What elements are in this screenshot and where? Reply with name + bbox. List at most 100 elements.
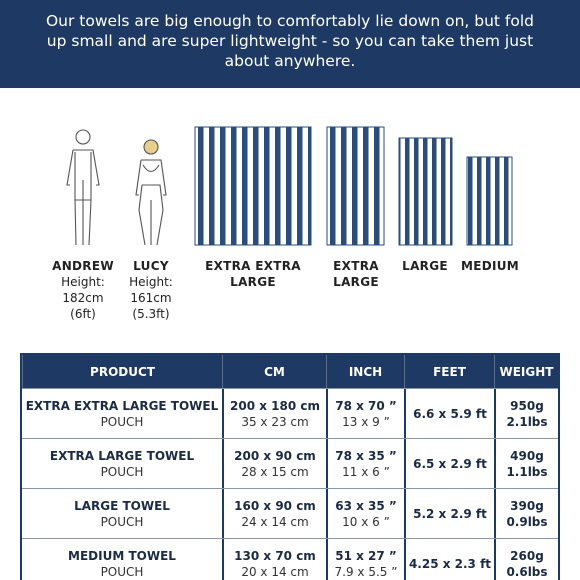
header-cell: WEIGHT [494,355,558,388]
towel-line: LARGE [203,274,303,290]
person-label: LUCY Height: 161cm (5.3ft) [111,258,191,322]
cell-main: 51 x 27 ” [335,548,397,563]
cell-main: MEDIUM TOWEL [68,548,176,563]
table-cell: MEDIUM TOWEL POUCH [22,539,222,580]
towel-label: EXTRA EXTRA LARGE [203,258,303,290]
person-detail: (5.3ft) [132,307,170,321]
header-cell: PRODUCT [22,355,222,388]
cell-sub: 28 x 15 cm [241,464,309,479]
person-detail: 161cm [130,291,172,305]
towel-name: EXTRA [333,259,379,273]
towel-large [398,137,453,246]
towel-name: LARGE [402,259,448,273]
towel-label: EXTRA LARGE [306,258,406,290]
table-row: EXTRA LARGE TOWEL POUCH 200 x 90 cm 28 x 15… [22,438,558,488]
header-cell: INCH [326,355,404,388]
intro-banner: Our towels are big enough to comfortably… [0,0,580,88]
table-cell: 5.2 x 2.9 ft [404,489,494,538]
header-row: PRODUCT CM INCH FEET WEIGHT [22,355,558,388]
table-cell: 6.6 x 5.9 ft [404,389,494,438]
towel-name: EXTRA EXTRA [205,259,301,273]
cell-sub: 13 x 9 ” [342,414,390,429]
person-label: ANDREW Height: 182cm (6ft) [43,258,123,322]
table-cell: 160 x 90 cm 24 x 14 cm [222,489,326,538]
intro-line: Our towels are big enough to comfortably… [45,12,535,30]
towel-xl [326,126,385,246]
table-cell: LARGE TOWEL POUCH [22,489,222,538]
table-cell: 200 x 180 cm 35 x 23 cm [222,389,326,438]
table-cell: 51 x 27 ” 7.9 x 5.5 ” [326,539,404,580]
cell-main: 78 x 70 ” [335,398,397,413]
cell-main: 4.25 x 2.3 ft [408,556,492,571]
cell-main: 78 x 35 ” [335,448,397,463]
cell-main: 160 x 90 cm [234,498,316,513]
intro-line: up small and are super lightweight - so … [46,32,534,50]
table-row: LARGE TOWEL POUCH 160 x 90 cm 24 x 14 cm 63 … [22,488,558,538]
cell-main: 950g [510,398,544,413]
table-cell: EXTRA LARGE TOWEL POUCH [22,439,222,488]
towel-medium [466,156,513,246]
cell-main: 6.5 x 2.9 ft [413,456,487,471]
person-detail: 182cm [62,291,104,305]
header-cell: CM [222,355,326,388]
cell-main: 5.2 x 2.9 ft [413,506,487,521]
name-line: ANDREW [43,258,123,274]
towel-name: LARGE [230,275,276,289]
cell-sub: POUCH [100,414,144,429]
table-cell: 490g 1.1lbs [494,439,558,488]
table-cell: 63 x 35 ” 10 x 6 ” [326,489,404,538]
towel-line: MEDIUM [440,258,540,274]
cell-sub: POUCH [100,564,144,579]
towel-line: EXTRA [306,258,406,274]
towel-xxl [194,126,312,246]
cell-sub: 10 x 6 ” [342,514,390,529]
towel-name: MEDIUM [460,259,520,273]
person-detail: Height: [61,275,105,289]
table-row: EXTRA EXTRA LARGE TOWEL POUCH 200 x 180 cm… [22,388,558,438]
cell-main: 130 x 70 cm [234,548,316,563]
table-cell: 130 x 70 cm 20 x 14 cm [222,539,326,580]
table-cell: 950g 2.1lbs [494,389,558,438]
cell-sub: 0.6lbs [506,564,548,579]
cell-main: 260g [510,548,544,563]
table-cell: EXTRA EXTRA LARGE TOWEL POUCH [22,389,222,438]
cell-main: EXTRA EXTRA LARGE TOWEL [25,398,219,413]
table-cell: 6.5 x 2.9 ft [404,439,494,488]
cell-main: 200 x 90 cm [234,448,316,463]
cell-sub: 20 x 14 cm [241,564,309,579]
towel-label: MEDIUM [440,258,540,274]
cell-sub: 24 x 14 cm [241,514,309,529]
cell-main: 200 x 180 cm [230,398,320,413]
andrew-figure [66,129,100,246]
name-line: LUCY [111,258,191,274]
table-cell: 78 x 35 ” 11 x 6 ” [326,439,404,488]
cell-sub: 7.9 x 5.5 ” [334,564,398,579]
towel-label: LARGE [375,258,475,274]
table-cell: 78 x 70 ” 13 x 9 ” [326,389,404,438]
person-detail: Height: [129,275,173,289]
towel-line: LARGE [306,274,406,290]
cell-sub: 1.1lbs [506,464,548,479]
cell-main: LARGE TOWEL [74,498,170,513]
cell-main: EXTRA LARGE TOWEL [49,448,195,463]
table-cell: 200 x 90 cm 28 x 15 cm [222,439,326,488]
cell-main: 63 x 35 ” [335,498,397,513]
table-cell: 390g 0.9lbs [494,489,558,538]
table-cell: 260g 0.6lbs [494,539,558,580]
towel-line: LARGE [375,258,475,274]
lucy-figure [135,139,167,246]
cell-sub: 11 x 6 ” [342,464,390,479]
towel-line: EXTRA EXTRA [203,258,303,274]
person-name: LUCY [133,259,169,273]
intro-line: about anywhere. [224,52,356,70]
cell-sub: POUCH [100,514,144,529]
cell-sub: 35 x 23 cm [241,414,309,429]
cell-main: 390g [510,498,544,513]
cell-sub: 0.9lbs [506,514,548,529]
header-cell: FEET [404,355,494,388]
illustrations [66,126,513,246]
size-table: PRODUCT CM INCH FEET WEIGHT EXTRA EXTRA LARGE… [20,353,560,580]
table-cell: 4.25 x 2.3 ft [404,539,494,580]
person-detail: (6ft) [70,307,96,321]
